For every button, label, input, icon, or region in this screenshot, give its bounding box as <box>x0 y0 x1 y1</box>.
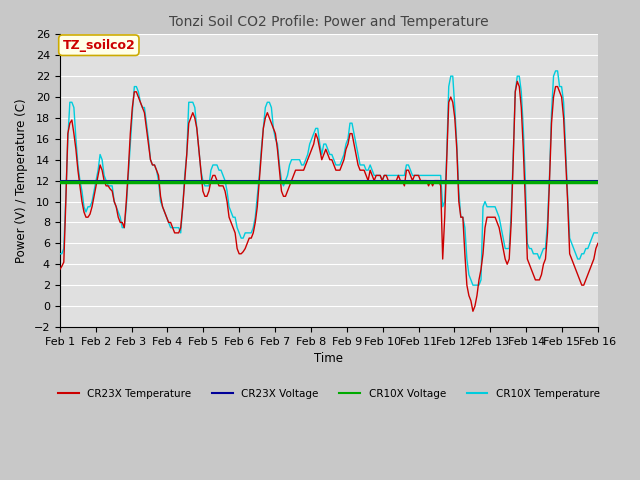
X-axis label: Time: Time <box>314 352 343 365</box>
Title: Tonzi Soil CO2 Profile: Power and Temperature: Tonzi Soil CO2 Profile: Power and Temper… <box>169 15 488 29</box>
Text: TZ_soilco2: TZ_soilco2 <box>63 39 135 52</box>
Y-axis label: Power (V) / Temperature (C): Power (V) / Temperature (C) <box>15 98 28 263</box>
Legend: CR23X Temperature, CR23X Voltage, CR10X Voltage, CR10X Temperature: CR23X Temperature, CR23X Voltage, CR10X … <box>54 385 604 403</box>
